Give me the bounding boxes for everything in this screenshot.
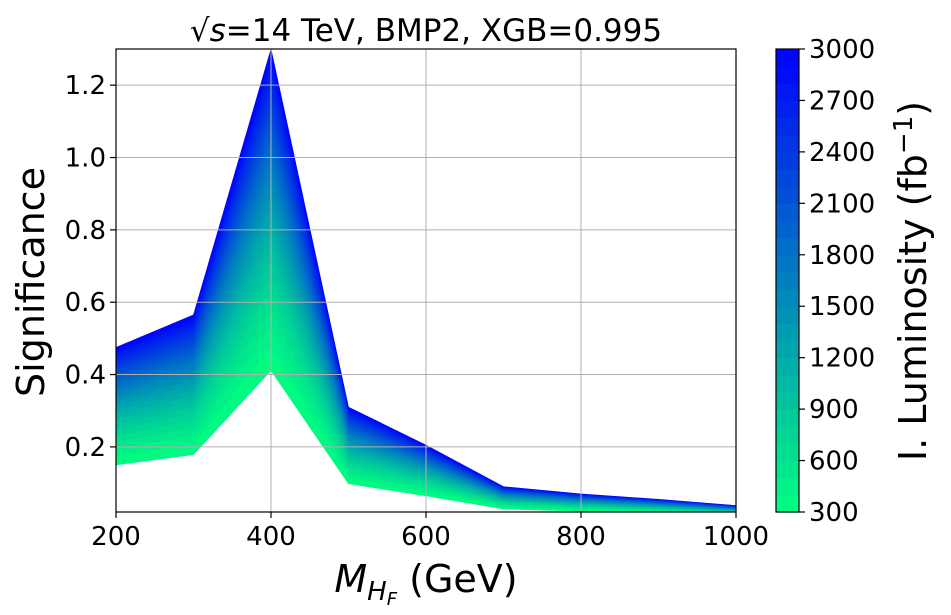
colorbar-segment: [776, 374, 799, 393]
colorbar-segment: [776, 494, 799, 513]
y-tick-label: 0.6: [65, 288, 106, 318]
colorbar-segment: [776, 117, 799, 136]
colorbar: [776, 49, 799, 513]
colorbar-segment: [776, 151, 799, 170]
y-tick-label: 1.0: [65, 144, 106, 174]
chart-title: √s=14 TeV, BMP2, XGB=0.995: [190, 13, 662, 49]
colorbar-tick-label: 1200: [809, 344, 875, 374]
colorbar-segment: [776, 426, 799, 445]
colorbar-tick-label: 2100: [809, 189, 875, 219]
colorbar-segment: [776, 49, 799, 67]
y-ticks: 0.2 0.4 0.6 0.8 1.0 1.2: [65, 71, 116, 463]
x-axis-label: MHF (GeV): [334, 557, 517, 610]
colorbar-segment: [776, 237, 799, 256]
colorbar-tick-label: 600: [809, 447, 859, 477]
y-tick-label: 0.4: [65, 361, 106, 391]
colorbar-segment: [776, 220, 799, 239]
x-ticks: 200 400 600 800 1000: [91, 512, 769, 552]
colorbar-segment: [776, 100, 799, 119]
colorbar-segment: [776, 443, 799, 462]
colorbar-tick-label: 2700: [809, 86, 875, 116]
colorbar-segment: [776, 409, 799, 427]
colorbar-segment: [776, 477, 799, 496]
colorbar-segment: [776, 134, 799, 153]
colorbar-segment: [776, 357, 799, 376]
colorbar-tick-label: 2400: [809, 138, 875, 168]
y-tick-label: 1.2: [65, 71, 106, 101]
x-tick-label: 800: [556, 522, 606, 552]
colorbar-segment: [776, 289, 799, 307]
colorbar-segment: [776, 83, 799, 102]
colorbar-segment: [776, 391, 799, 410]
x-tick-label: 200: [91, 522, 141, 552]
colorbar-segment: [776, 460, 799, 479]
x-tick-label: 400: [246, 522, 296, 552]
colorbar-segment: [776, 271, 799, 290]
y-tick-label: 0.2: [65, 433, 106, 463]
colorbar-segment: [776, 254, 799, 273]
colorbar-label: I. Luminosity (fb−1): [889, 101, 935, 461]
colorbar-segment: [776, 340, 799, 359]
colorbar-segment: [776, 169, 799, 187]
colorbar-tick-label: 900: [809, 395, 859, 425]
colorbar-tick-label: 300: [809, 498, 859, 528]
x-tick-label: 1000: [703, 522, 769, 552]
colorbar-segment: [776, 66, 799, 84]
colorbar-segment: [776, 323, 799, 342]
y-tick-label: 0.8: [65, 216, 106, 246]
colorbar-tick-label: 3000: [809, 35, 875, 65]
colorbar-segment: [776, 203, 799, 222]
colorbar-frame: [775, 48, 800, 513]
colorbar-ticks: 300 600 900 1200 1500 1800 2100 2400 2700 3000: [799, 35, 875, 528]
y-axis-label: Significance: [9, 167, 53, 397]
colorbar-segment: [776, 186, 799, 204]
colorbar-segment: [776, 306, 799, 324]
colorbar-tick-label: 1500: [809, 292, 875, 322]
x-tick-label: 600: [401, 522, 451, 552]
colorbar-tick-label: 1800: [809, 241, 875, 271]
